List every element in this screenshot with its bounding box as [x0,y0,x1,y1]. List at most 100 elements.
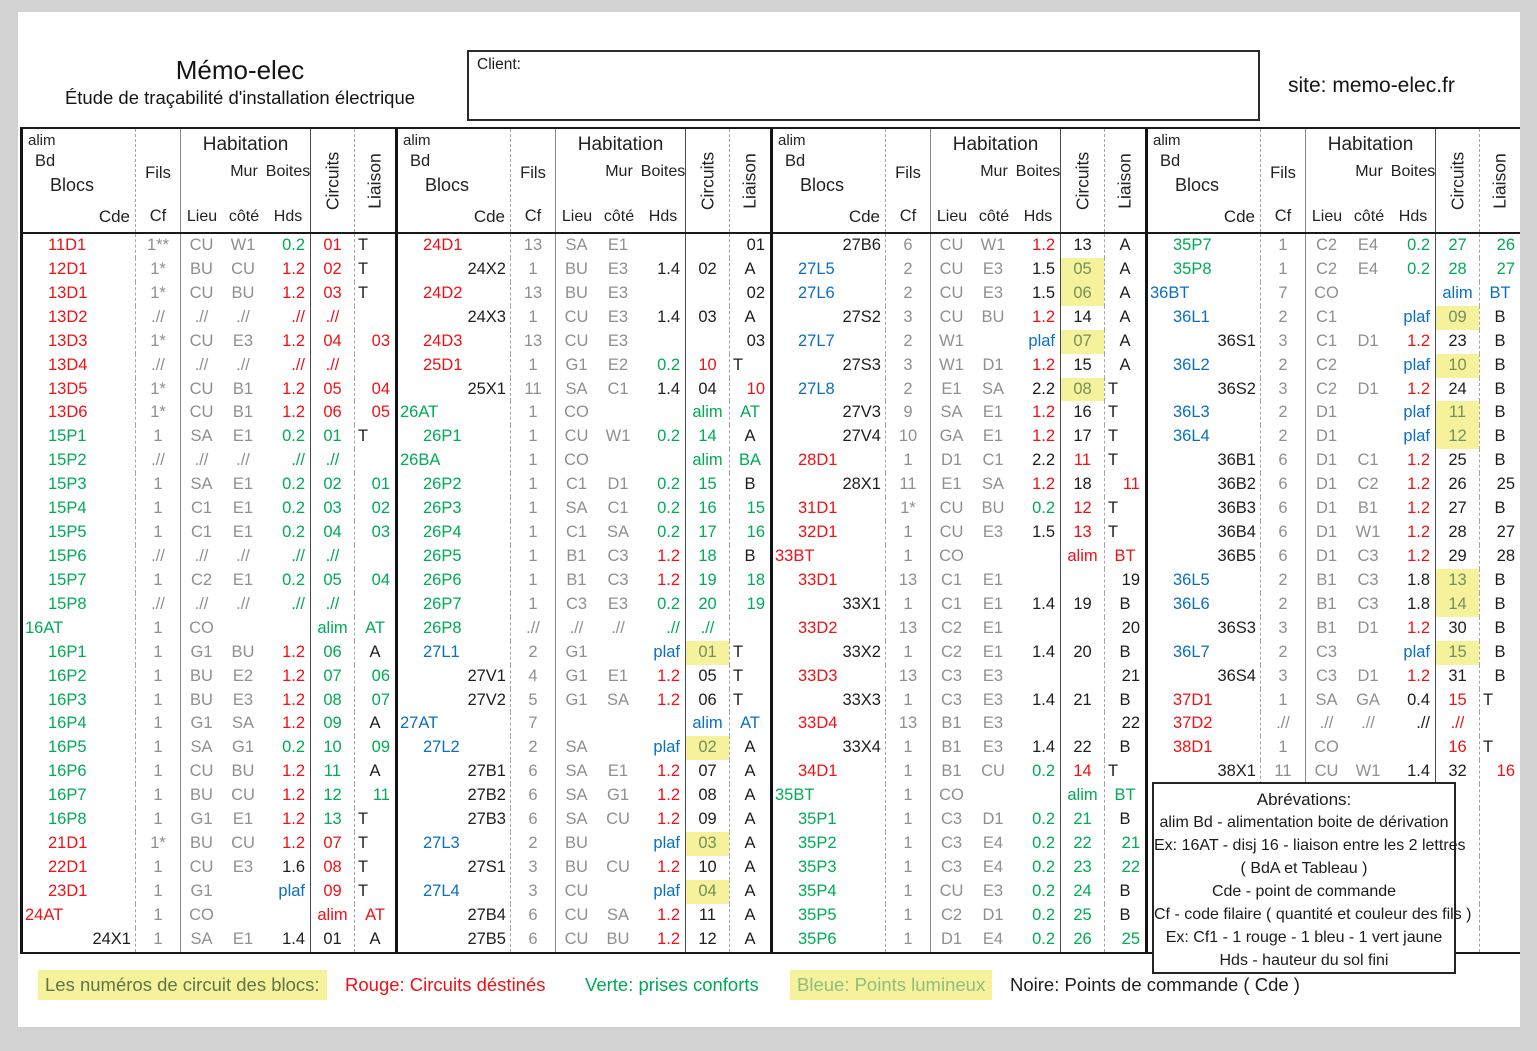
fils-cell: 6 [510,808,555,833]
table-row: 37D1 1 SA GA 0.4 15 T [1148,688,1520,713]
cote-cell: E4 [1357,259,1379,278]
legend-item: Rouge: Circuits déstinés [345,974,546,995]
table-row: 35BT 1 CO alim BT [773,784,1145,809]
fils-cell: 1* [135,257,180,282]
liaison-cell: 18 [729,568,770,593]
circuit-cell: alim [1435,281,1479,306]
header-boites: Boites [265,163,311,180]
fils-cell: 9 [885,401,930,426]
header-circuits: Circuits [322,151,342,210]
bloc-cell: 13D1 [48,283,88,302]
lieu-cell: W1 [930,329,972,354]
circuit-cell: 07 [310,664,354,689]
header-hds: Hds [648,208,678,225]
hds-cell: 1.2 [282,786,305,805]
bloc-cell: 27L8 [798,379,835,398]
fils-cell: 1 [135,688,180,713]
fils-cell: 1 [135,616,180,641]
liaison-cell: B [1479,616,1520,641]
hds-cell: 1.5 [1032,523,1055,542]
table-row: 27L1 2 G1 plaf 01 T [398,640,770,665]
cote-cell: E2 [232,666,254,685]
table-row: 36L2 2 C2 plaf 10 B [1148,353,1520,378]
table-row: 15P4 1 C1 E1 0.2 03 02 [23,497,395,522]
lieu-cell: C2 [180,568,222,593]
table-row: 35P3 1 C3 E4 0.2 23 22 [773,855,1145,880]
bloc-cell: 27V1 [467,666,506,685]
header-lieu: Lieu [1311,208,1343,225]
table-group: alim Bd Blocs Cde Fils Cf Habitation Mur… [1145,129,1520,952]
lieu-cell: CU [180,329,222,354]
bloc-cell: 36S2 [1217,379,1256,398]
circuit-cell: 14 [1060,760,1104,785]
hds-cell: .// [291,546,305,565]
table-row: 27L7 2 W1 plaf 07 A [773,329,1145,354]
table-row: 27AT 7 alim AT [398,712,770,737]
hds-cell: 1.2 [1407,331,1430,350]
table-row: 13D5 1* CU B1 1.2 05 04 [23,377,395,402]
header-boites: Boites [1015,163,1061,180]
table-group: alim Bd Blocs Cde Fils Cf Habitation Mur… [395,129,770,952]
lieu-cell: G1 [180,640,222,665]
cote-cell: BU [606,929,630,948]
header-blocs: Blocs [50,175,95,195]
liaison-cell: B [1104,808,1145,833]
circuit-cell: 18 [685,544,729,569]
cote-cell: B1 [232,403,254,422]
bloc-cell: 35P2 [798,834,837,853]
liaison-cell: A [729,879,770,904]
bloc-cell: 24X2 [467,259,506,278]
circuit-cell: 31 [1435,664,1479,689]
header-liaison: Liaison [364,152,385,209]
cote-cell: E1 [232,570,254,589]
liaison-cell: 25 [1479,473,1520,498]
lieu-cell: CU [1305,760,1347,785]
fils-cell: 2 [885,329,930,354]
table-row: 36L7 2 C3 plaf 15 B [1148,640,1520,665]
bloc-cell: 33D2 [798,618,838,637]
circuit-cell: 16 [1060,401,1104,426]
bloc-cell: 27B1 [467,762,506,781]
liaison-cell: B [1479,425,1520,450]
cote-cell: W1 [230,236,256,254]
header-fils: Fils [1270,164,1296,182]
table-row: 36S1 3 C1 D1 1.2 23 B [1148,329,1520,354]
bloc-cell: 33D4 [798,714,838,733]
cote-cell: D1 [982,810,1004,829]
header-cde: Cde [1223,207,1255,226]
table-row: 35P2 1 C3 E4 0.2 22 21 [773,832,1145,856]
table-row: 36L1 2 C1 plaf 09 B [1148,305,1520,330]
table-row: 24X1 1 SA E1 1.4 01 A [23,927,395,952]
liaison-cell: A [1104,353,1145,378]
liaison-cell: T [1104,401,1145,426]
hds-cell: 1.2 [1407,523,1430,542]
cote-cell: B1 [1357,499,1379,518]
bloc-cell: 36L1 [1173,307,1210,326]
fils-cell: 1 [885,592,930,617]
bloc-cell: 26P5 [423,546,462,565]
liaison-cell: T [729,664,770,689]
cote-cell: .// [236,594,250,613]
hds-cell: plaf [1028,331,1055,350]
liaison-cell: 25 [1104,927,1145,952]
table-row: 26P2 1 C1 D1 0.2 15 B [398,473,770,498]
cote-cell [1347,282,1389,306]
circuit-cell: 09 [685,808,729,833]
liaison-cell: T [1104,377,1145,402]
table-row: 24D3 13 CU E3 03 [398,329,770,354]
cote-cell [972,784,1014,808]
circuit-cell: 14 [1435,592,1479,617]
circuit-cell: alim [1060,784,1104,809]
hds-cell: 1.2 [282,283,305,302]
client-box[interactable]: Client: [467,50,1260,121]
header-liaison-column: Liaison [729,129,770,232]
abbrev-line: Ex: Cf1 - 1 rouge - 1 bleu - 1 vert jaun… [1165,929,1443,946]
hds-cell: plaf [653,881,680,900]
liaison-cell [1479,784,1520,809]
hds-cell: 0.2 [1032,905,1055,924]
header-bd: Bd [35,152,56,170]
bloc-cell: 27B4 [467,905,506,924]
cote-cell: E3 [607,331,629,350]
table-row: 26P7 1 C3 E3 0.2 20 19 [398,592,770,617]
bloc-cell: 35P1 [798,810,837,829]
